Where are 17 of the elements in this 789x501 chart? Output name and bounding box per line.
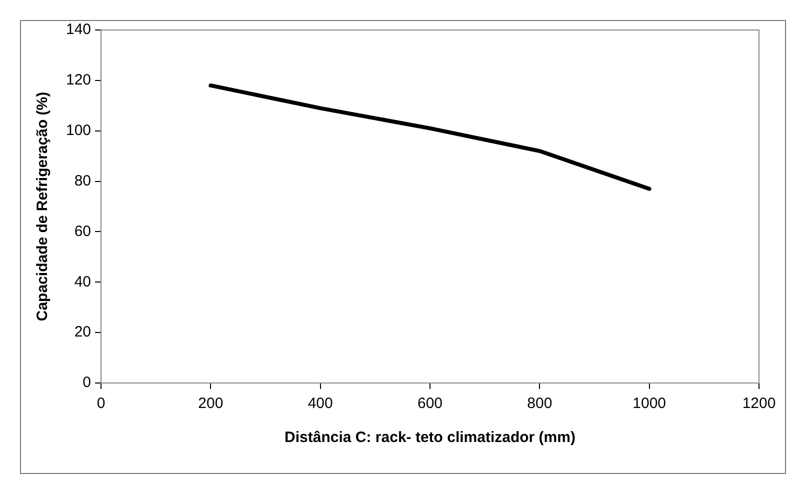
y-axis-title: Capacidade de Refrigeração (%): [34, 92, 52, 322]
x-tick-label: 0: [96, 395, 106, 412]
x-tick-label: 800: [527, 395, 552, 412]
x-tick-label: 600: [418, 395, 443, 412]
y-tick-label: 100: [66, 122, 92, 139]
x-tick-label: 1200: [742, 395, 776, 412]
y-tick-label: 60: [74, 222, 92, 240]
y-tick-label: 120: [66, 72, 92, 89]
y-tick-label: 140: [66, 21, 92, 38]
x-tick-label: 200: [198, 395, 224, 412]
x-tick-label: 400: [308, 395, 333, 412]
x-axis-title: Distância C: rack- teto climatizador (mm): [284, 429, 576, 446]
x-tick-label: 1000: [632, 395, 666, 412]
y-tick-label: 0: [82, 374, 92, 392]
y-tick-label: 40: [74, 273, 92, 290]
y-tick-label: 80: [74, 172, 92, 190]
y-tick-label: 20: [74, 324, 92, 341]
